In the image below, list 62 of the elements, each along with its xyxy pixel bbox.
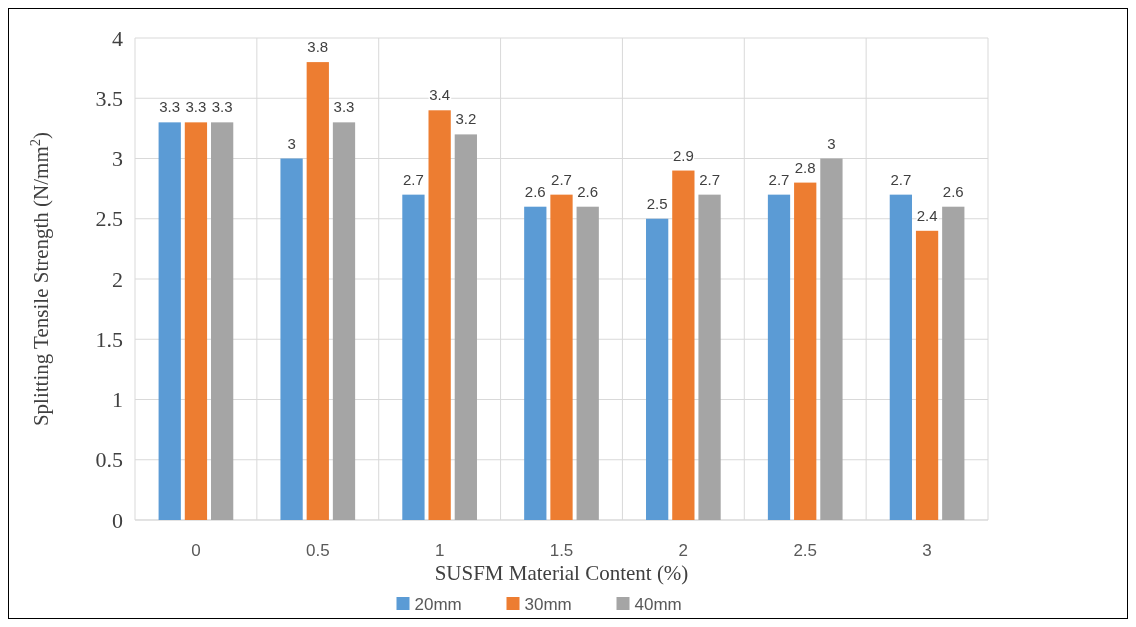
x-tick-label: 0 xyxy=(191,541,201,560)
data-label: 2.6 xyxy=(524,182,546,200)
data-label: 2.9 xyxy=(672,146,694,164)
bar xyxy=(942,206,965,520)
bar xyxy=(306,62,329,520)
bar xyxy=(672,170,695,520)
bar xyxy=(550,194,573,520)
data-label: 2.7 xyxy=(551,170,572,188)
x-tick-label: 1.5 xyxy=(549,541,574,560)
x-tick-label: 0.5 xyxy=(305,541,330,560)
y-tick-label: 3 xyxy=(112,146,123,172)
bar xyxy=(280,158,303,520)
data-label: 2.8 xyxy=(794,158,816,176)
bar xyxy=(332,122,356,520)
data-label: 2.7 xyxy=(768,170,790,188)
bar xyxy=(454,134,477,520)
data-label: 2.7 xyxy=(403,170,424,188)
bar xyxy=(646,218,669,520)
x-axis-title: SUSFM Material Content (%) xyxy=(434,561,689,585)
y-tick-label: 0.5 xyxy=(95,447,123,473)
x-tick-label: 2 xyxy=(678,541,689,560)
data-label: 2.5 xyxy=(646,194,668,212)
legend-label: 20mm xyxy=(414,594,462,614)
legend-label: 30mm xyxy=(524,594,572,614)
data-label: 3 xyxy=(827,134,836,152)
data-label: 2.7 xyxy=(699,170,720,188)
bar xyxy=(820,158,843,520)
data-label: 3.3 xyxy=(333,98,355,116)
bar xyxy=(428,110,451,520)
bar xyxy=(402,194,425,520)
data-label: 2.6 xyxy=(577,182,599,200)
bar xyxy=(524,206,547,520)
bar xyxy=(794,182,817,520)
y-tick-label: 0 xyxy=(112,507,123,533)
bar xyxy=(889,194,912,520)
x-tick-label: 1 xyxy=(434,541,445,560)
y-tick-label: 4 xyxy=(112,25,123,51)
data-label: 3.3 xyxy=(159,98,181,116)
data-label: 3.3 xyxy=(185,98,207,116)
bar xyxy=(698,194,721,520)
bar xyxy=(184,122,208,520)
bar xyxy=(211,122,234,520)
bar xyxy=(767,194,791,520)
data-label: 3.8 xyxy=(307,38,329,56)
data-label: 2.7 xyxy=(890,170,912,188)
y-tick-label: 1.5 xyxy=(95,326,123,352)
legend-label: 40mm xyxy=(634,594,682,614)
y-tick-label: 2 xyxy=(112,266,123,292)
y-tick-label: 2.5 xyxy=(95,206,123,232)
data-label: 2.4 xyxy=(916,206,938,224)
y-tick-label: 3.5 xyxy=(95,85,123,111)
y-tick-label: 1 xyxy=(112,387,123,413)
bar xyxy=(158,122,181,520)
x-tick-label: 2.5 xyxy=(793,541,818,560)
data-label: 3 xyxy=(287,134,296,152)
data-label: 2.6 xyxy=(942,182,964,200)
data-label: 3.4 xyxy=(429,86,451,104)
x-tick-label: 3 xyxy=(922,541,932,560)
bar xyxy=(915,230,939,520)
data-label: 3.3 xyxy=(211,98,233,116)
bar xyxy=(576,206,599,520)
data-label: 3.2 xyxy=(455,110,477,128)
